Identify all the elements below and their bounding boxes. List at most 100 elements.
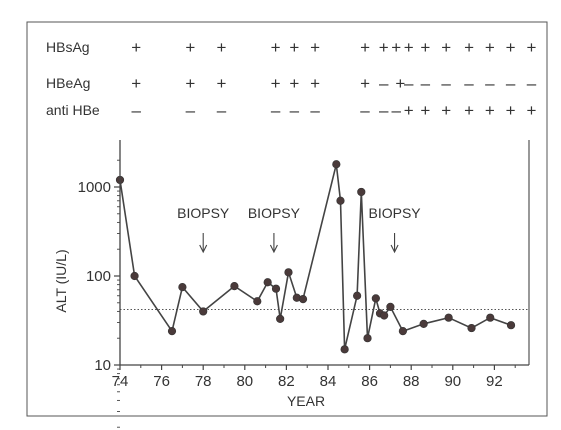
x-tick-label: 82 (278, 373, 295, 390)
data-point (199, 307, 208, 316)
positive-mark: + (464, 101, 474, 120)
biopsy-label: BIOPSY (368, 205, 421, 221)
data-point (332, 160, 341, 169)
positive-mark: + (391, 38, 401, 57)
marker-row-label: HBsAg (46, 39, 90, 55)
data-point (336, 196, 345, 205)
positive-mark: + (485, 38, 495, 57)
negative-mark: – (132, 101, 142, 120)
x-tick-label: 78 (195, 373, 212, 390)
positive-mark: + (271, 74, 281, 93)
marker-row-label: HBeAg (46, 75, 90, 91)
positive-mark: + (506, 101, 516, 120)
positive-mark: + (271, 38, 281, 57)
positive-mark: + (217, 74, 227, 93)
negative-mark: – (379, 74, 389, 93)
positive-mark: + (131, 74, 141, 93)
positive-mark: + (441, 101, 451, 120)
data-point (467, 323, 476, 333)
data-point (357, 187, 366, 197)
x-tick-label: 84 (320, 373, 337, 390)
y-tick-label: 100 (86, 268, 111, 285)
data-point (340, 345, 349, 354)
positive-mark: + (310, 38, 320, 57)
x-tick-label: 86 (361, 373, 378, 390)
negative-mark: – (441, 74, 451, 93)
biopsy-label: BIOPSY (177, 205, 230, 221)
negative-mark: – (217, 101, 227, 120)
data-point (130, 271, 139, 281)
data-point (353, 291, 362, 300)
positive-mark: + (310, 74, 320, 93)
negative-mark: – (392, 101, 402, 120)
negative-mark: – (506, 74, 516, 93)
data-point (271, 284, 281, 293)
y-tick-label: 1000 (78, 179, 111, 196)
positive-mark: + (131, 38, 141, 57)
biopsy-arrow-head (269, 244, 278, 254)
data-point (419, 319, 428, 328)
x-tick-label: 88 (403, 373, 420, 390)
data-point (263, 278, 272, 287)
negative-mark: – (404, 74, 414, 93)
positive-mark: + (360, 38, 370, 57)
data-point (298, 295, 308, 304)
data-point (276, 314, 285, 323)
data-point (371, 294, 380, 303)
y-ticks: 10 100 1000 (78, 159, 120, 428)
positive-mark: + (420, 38, 430, 57)
data-point (386, 302, 395, 311)
negative-mark: – (271, 101, 281, 120)
negative-mark: – (464, 74, 474, 93)
data-points (115, 160, 516, 354)
negative-mark: – (485, 74, 495, 93)
data-point (178, 283, 187, 292)
data-point (284, 268, 293, 277)
positive-mark: + (404, 38, 414, 57)
x-ticks: 74 76 78 80 82 84 86 88 90 92 (112, 365, 516, 390)
positive-mark: + (526, 38, 536, 57)
positive-mark: + (464, 38, 474, 57)
serology-marker-table: HBsAg + + + + + + + + + + + + + + + +HBeAg + + + + + + + – +– – – – –… (46, 38, 537, 120)
x-axis-label: YEAR (287, 393, 325, 409)
plot-area: BIOPSY BIOPSY BIOPSY 74 76 78 80 82 84 86 88 90 92 … (53, 140, 529, 428)
positive-mark: + (185, 38, 195, 57)
x-tick-label: 76 (153, 373, 170, 390)
positive-mark: + (526, 101, 536, 120)
data-point (506, 321, 516, 330)
positive-mark: + (289, 38, 299, 57)
data-point (380, 311, 389, 320)
x-tick-label: 74 (112, 373, 129, 390)
x-tick-label: 90 (444, 373, 461, 390)
marker-row-label: anti HBe (46, 102, 100, 118)
y-tick-label: 10 (94, 357, 111, 374)
positive-mark: + (185, 74, 195, 93)
data-point (444, 313, 453, 322)
negative-mark: – (186, 101, 196, 120)
positive-mark: + (404, 101, 414, 120)
biopsy-arrow-head (199, 244, 208, 254)
data-point (230, 282, 239, 291)
positive-mark: + (506, 38, 516, 57)
data-point (167, 327, 177, 336)
figure-frame (26, 21, 548, 417)
negative-mark: – (360, 101, 370, 120)
data-point (363, 334, 372, 343)
x-tick-label: 80 (236, 373, 253, 390)
negative-mark: – (527, 74, 537, 93)
data-point (253, 297, 262, 306)
positive-mark: + (217, 38, 227, 57)
data-point (486, 313, 495, 322)
data-point (398, 327, 407, 336)
biopsy-annotations: BIOPSY BIOPSY BIOPSY (177, 205, 421, 254)
positive-mark: + (360, 74, 370, 93)
series-line (119, 164, 512, 350)
biopsy-arrow-head (390, 244, 399, 254)
biopsy-label: BIOPSY (248, 205, 301, 221)
positive-mark: + (379, 38, 389, 57)
negative-mark: – (310, 101, 320, 120)
x-tick-label: 92 (486, 373, 503, 390)
negative-mark: – (379, 101, 389, 120)
negative-mark: – (421, 74, 431, 93)
